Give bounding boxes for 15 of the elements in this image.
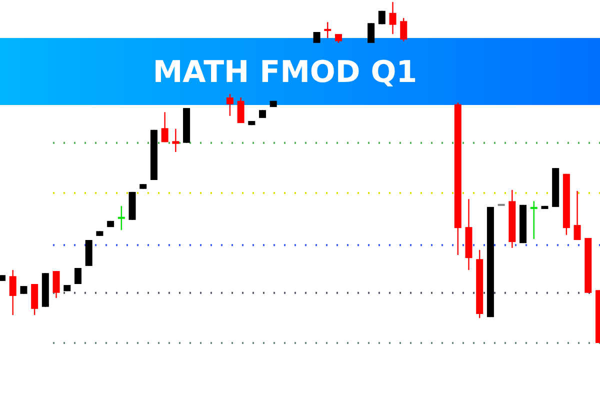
candlestick [400,17,408,42]
candlestick [172,128,180,153]
candlestick [118,205,125,231]
candlestick [9,269,16,316]
candlestick [389,1,396,35]
candlestick [530,200,538,240]
text: MATH FMOD Q1 [152,55,418,90]
candlestick [574,190,581,241]
candlestick [226,93,234,116]
candlestick [52,270,60,299]
candlestick [324,22,332,39]
candlestick [313,31,320,44]
candlestick [161,112,168,143]
candlestick [237,96,244,124]
candlestick [368,22,375,44]
